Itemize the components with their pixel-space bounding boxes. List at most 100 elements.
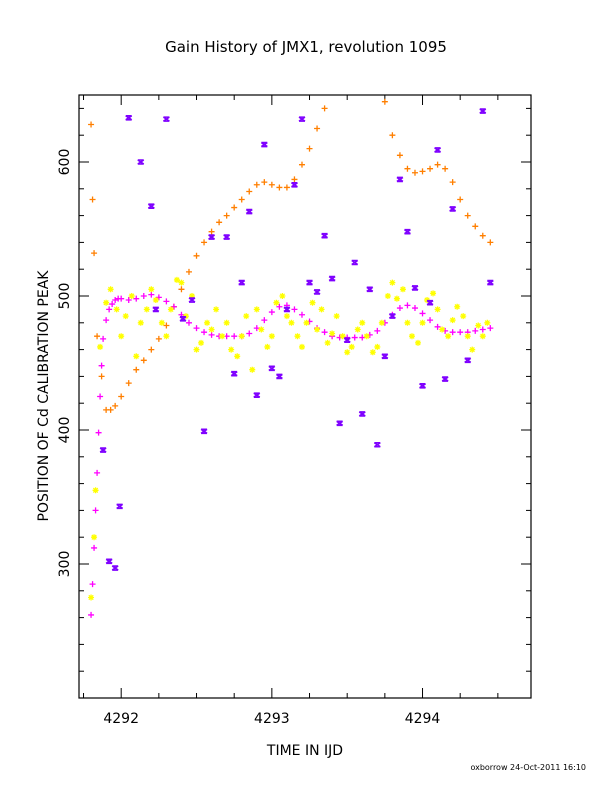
data-point (118, 393, 125, 400)
axis-ticks: 4292 4293 4294 300 400 500 600 (57, 95, 531, 727)
data-point (344, 349, 351, 356)
data-point (434, 161, 441, 168)
data-point (321, 105, 328, 112)
data-point (198, 339, 205, 346)
data-point (148, 346, 155, 353)
data-point (469, 346, 476, 353)
x-tick-label: 4292 (103, 711, 139, 727)
data-point (261, 179, 268, 186)
data-point (216, 219, 223, 226)
data-point (283, 313, 290, 320)
data-point (314, 326, 321, 333)
data-point (99, 447, 107, 453)
y-axis-label: POSITION OF Cd CALIBRATION PEAK (36, 270, 52, 522)
data-point (373, 441, 381, 448)
data-point (374, 343, 381, 350)
data-point (487, 239, 494, 246)
data-point (460, 313, 467, 320)
data-point (404, 319, 411, 326)
plot-frame (78, 94, 532, 699)
data-point (264, 343, 271, 350)
data-point (94, 469, 101, 476)
data-point (378, 319, 385, 326)
data-point (133, 366, 140, 373)
data-point (268, 309, 275, 316)
data-point (404, 302, 411, 309)
data-point (268, 181, 275, 188)
data-point (155, 294, 162, 301)
data-point (298, 343, 305, 350)
data-point (419, 310, 426, 317)
chart-title: Gain History of JMX1, revolution 1095 (165, 38, 447, 56)
data-point (359, 334, 366, 341)
data-point (393, 295, 400, 302)
data-point (484, 319, 491, 326)
data-point (249, 366, 256, 373)
data-point (223, 212, 230, 219)
data-point (472, 223, 479, 230)
data-point (348, 343, 355, 350)
data-point (449, 329, 456, 336)
data-point (336, 420, 344, 427)
y-tick-label: 400 (57, 417, 73, 444)
data-point (188, 297, 196, 303)
data-point (359, 319, 366, 326)
data-point (333, 313, 340, 320)
data-point (328, 275, 336, 282)
data-point (118, 295, 125, 302)
data-point (464, 212, 471, 219)
data-point (479, 326, 486, 333)
data-point (223, 234, 231, 240)
data-point (430, 290, 437, 297)
data-point (163, 322, 170, 329)
data-point (185, 268, 192, 275)
data-point (363, 333, 370, 340)
x-tick-label: 4294 (405, 711, 441, 727)
data-point (306, 279, 313, 286)
data-point (434, 323, 441, 330)
data-point (399, 286, 406, 293)
data-point (116, 503, 124, 510)
data-point (449, 317, 456, 324)
data-point (291, 176, 298, 183)
data-point (231, 204, 238, 211)
data-point (189, 293, 195, 299)
data-point (388, 313, 396, 319)
data-point (103, 299, 110, 306)
data-point (113, 306, 120, 313)
series-purple (99, 108, 494, 571)
data-point (91, 534, 98, 541)
data-point (122, 313, 129, 320)
data-point (148, 286, 155, 293)
data-point (454, 303, 461, 310)
data-point (275, 373, 283, 380)
data-point (208, 331, 215, 338)
data-point (95, 429, 102, 436)
data-point (268, 365, 276, 372)
data-point (279, 293, 286, 299)
data-point (479, 333, 486, 340)
data-point (231, 333, 238, 340)
data-point (179, 315, 187, 322)
data-point (158, 319, 165, 326)
data-point (100, 335, 107, 342)
data-point (434, 147, 442, 153)
data-point (178, 279, 185, 286)
data-point (118, 333, 125, 340)
data-point (201, 239, 208, 246)
data-point (396, 305, 403, 312)
data-point (291, 306, 298, 313)
data-point (92, 487, 99, 494)
data-point (125, 114, 133, 121)
series-magenta (88, 291, 494, 618)
data-point (313, 289, 321, 295)
data-point (486, 279, 494, 286)
data-point (88, 611, 95, 618)
data-point (396, 176, 404, 183)
data-point (408, 333, 415, 340)
data-point (283, 306, 291, 313)
data-point (424, 297, 431, 304)
data-point (238, 279, 246, 286)
data-point (479, 108, 487, 114)
data-point (298, 116, 306, 122)
